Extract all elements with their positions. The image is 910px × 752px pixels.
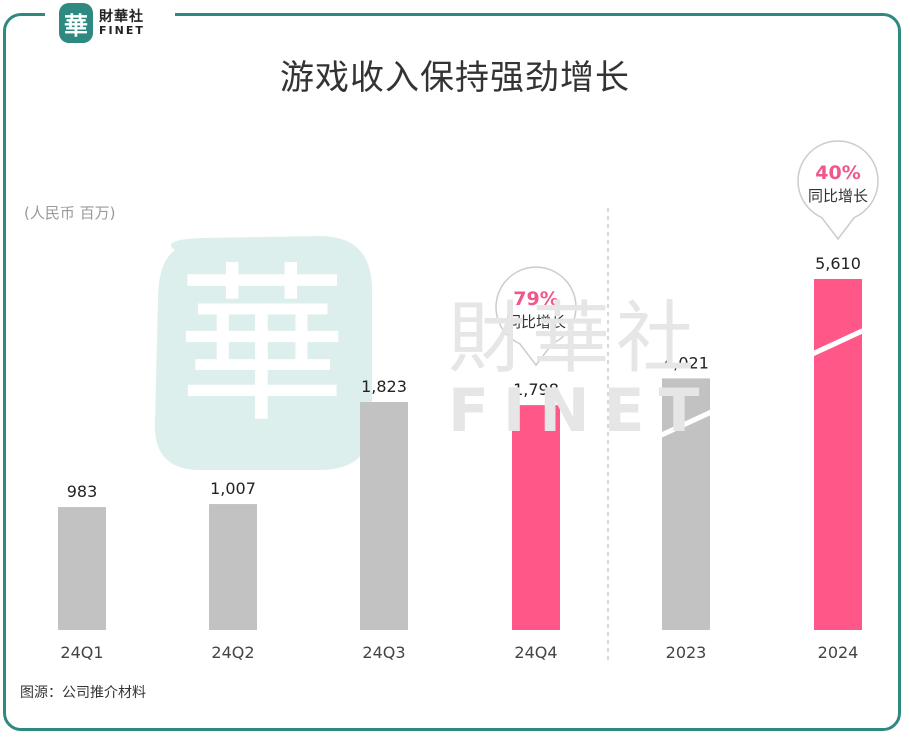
value-label-24Q3: 1,823 <box>361 377 407 396</box>
callouts-layer: 79% 同比增长 40% 同比增长 <box>495 140 879 367</box>
logo-name-en: FINET <box>99 23 145 37</box>
callout-percent: 40% <box>815 162 860 184</box>
value-label-2023: 4,021 <box>663 353 709 372</box>
bar-24Q2 <box>209 504 257 630</box>
bar-24Q3 <box>360 402 408 630</box>
value-label-24Q4: 1,798 <box>513 380 559 399</box>
callout-growth-text: 同比增长 <box>808 187 868 205</box>
category-label-24Q2: 24Q2 <box>211 643 254 662</box>
category-label-2024: 2024 <box>818 643 859 662</box>
bar-24Q4 <box>512 405 560 630</box>
bars-layer: 983 24Q1 1,007 24Q2 1,823 24Q3 1,798 24Q4 4,021 2… <box>58 254 866 662</box>
value-label-24Q1: 983 <box>67 482 98 501</box>
callout-bubble <box>495 266 577 367</box>
growth-callout-0: 79% 同比增长 <box>495 266 577 367</box>
logo-name-cn: 財華社 <box>99 8 144 25</box>
category-label-2023: 2023 <box>666 643 707 662</box>
axis-break-2023 <box>658 409 714 438</box>
watermark-mark: 華 <box>177 248 347 446</box>
watermark-logo: 華 <box>154 236 372 470</box>
finet-logo: 華 財華社 FINET <box>45 0 175 46</box>
chart-title: 游戏收入保持强劲增长 <box>280 58 630 98</box>
value-label-24Q2: 1,007 <box>210 479 256 498</box>
callout-percent: 79% <box>513 288 558 310</box>
bar-2023 <box>662 378 710 630</box>
category-label-24Q1: 24Q1 <box>60 643 103 662</box>
callout-bubble <box>797 140 879 241</box>
logo-mark-icon: 華 <box>59 3 93 43</box>
bar-24Q1 <box>58 507 106 630</box>
chart-frame <box>3 13 901 731</box>
growth-callout-1: 40% 同比增长 <box>797 140 879 241</box>
category-label-24Q3: 24Q3 <box>362 643 405 662</box>
callout-growth-text: 同比增长 <box>506 313 566 331</box>
category-label-24Q4: 24Q4 <box>514 643 557 662</box>
axis-break-2024 <box>810 327 866 357</box>
value-label-2024: 5,610 <box>815 254 861 273</box>
source-note: 图源：公司推介材料 <box>20 685 146 701</box>
logo-text: 財華社 FINET <box>99 10 145 36</box>
bar-2024 <box>814 279 862 630</box>
unit-label: (人民币 百万) <box>24 204 116 222</box>
watermark-badge-shape <box>154 236 372 470</box>
